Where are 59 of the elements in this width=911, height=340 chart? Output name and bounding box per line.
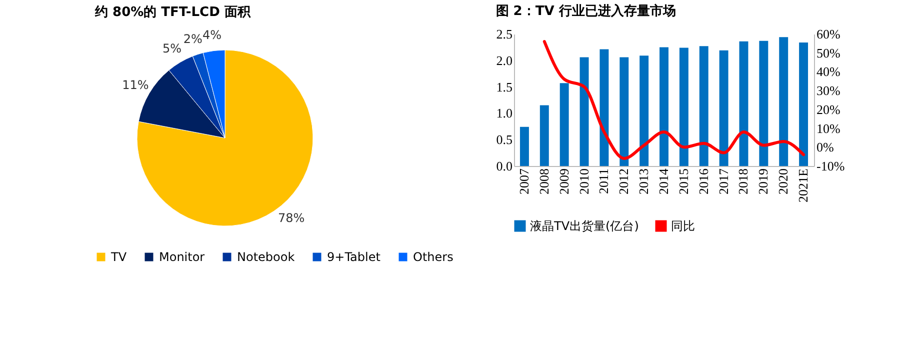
data-label: 11% bbox=[122, 78, 149, 92]
x-tick-label: 2021E bbox=[796, 168, 811, 202]
x-tick-label: 2010 bbox=[576, 168, 592, 194]
bar bbox=[600, 49, 609, 166]
legend-label: 9+Tablet bbox=[327, 250, 381, 264]
y2-tick-label: 40% bbox=[816, 64, 840, 80]
y-tick-label: 0.5 bbox=[496, 132, 512, 148]
bar bbox=[699, 46, 708, 166]
bar bbox=[759, 40, 768, 166]
chart-title: 约 80%的 TFT-LCD 面积 bbox=[94, 4, 252, 20]
bar bbox=[779, 37, 788, 166]
bar bbox=[540, 105, 549, 166]
x-tick-label: 2014 bbox=[656, 168, 671, 194]
y-tick-label: 1.5 bbox=[496, 79, 512, 94]
bar bbox=[719, 50, 728, 166]
bar bbox=[739, 41, 748, 166]
y-tick-label: 2.5 bbox=[496, 26, 512, 42]
legend-label: Notebook bbox=[237, 250, 295, 264]
data-label: 5% bbox=[162, 41, 182, 56]
bar bbox=[679, 48, 688, 166]
x-tick-label: 2018 bbox=[736, 168, 751, 194]
legend-label: 液晶TV出货量(亿台) bbox=[530, 219, 639, 233]
y2-tick-label: 0% bbox=[816, 140, 834, 155]
y2-tick-label: 50% bbox=[816, 45, 840, 60]
y2-tick-label: -10% bbox=[816, 158, 845, 174]
y2-tick-label: 60% bbox=[816, 26, 840, 42]
chart-title: 图 2：TV 行业已进入存量市场 bbox=[496, 3, 676, 19]
legend-label: Monitor bbox=[159, 250, 205, 264]
line-series bbox=[542, 40, 806, 160]
bar bbox=[799, 42, 808, 166]
x-tick-label: 2012 bbox=[616, 168, 632, 194]
y2-tick-label: 20% bbox=[816, 102, 840, 117]
x-tick-label: 2008 bbox=[536, 168, 552, 194]
x-tick-label: 2007 bbox=[516, 168, 532, 194]
bar bbox=[520, 126, 529, 166]
y-tick-label: 2.0 bbox=[496, 52, 512, 68]
x-tick-label: 2015 bbox=[676, 168, 691, 194]
data-label: 4% bbox=[202, 28, 222, 42]
bar bbox=[580, 57, 589, 166]
bar bbox=[660, 47, 668, 166]
bar bbox=[620, 57, 629, 166]
legend-label: TV bbox=[110, 250, 128, 264]
x-tick-label: 2020 bbox=[776, 168, 791, 194]
data-label: 2% bbox=[183, 32, 202, 46]
x-tick-label: 2017 bbox=[716, 168, 731, 194]
bar bbox=[560, 83, 569, 166]
x-tick-label: 2011 bbox=[596, 168, 612, 194]
x-tick-label: 2009 bbox=[556, 168, 572, 194]
data-label: 78% bbox=[278, 211, 305, 226]
y2-tick-label: 30% bbox=[816, 83, 840, 98]
bar bbox=[640, 56, 649, 166]
x-tick-label: 2013 bbox=[636, 168, 652, 194]
x-tick-label: 2016 bbox=[696, 168, 711, 194]
y2-tick-label: 10% bbox=[816, 120, 840, 136]
x-tick-label: 2019 bbox=[756, 168, 771, 194]
legend-label: 同比 bbox=[671, 219, 695, 233]
legend-label: Others bbox=[413, 250, 454, 264]
y-tick-label: 0.0 bbox=[496, 158, 512, 174]
y-tick-label: 1.0 bbox=[496, 106, 512, 121]
